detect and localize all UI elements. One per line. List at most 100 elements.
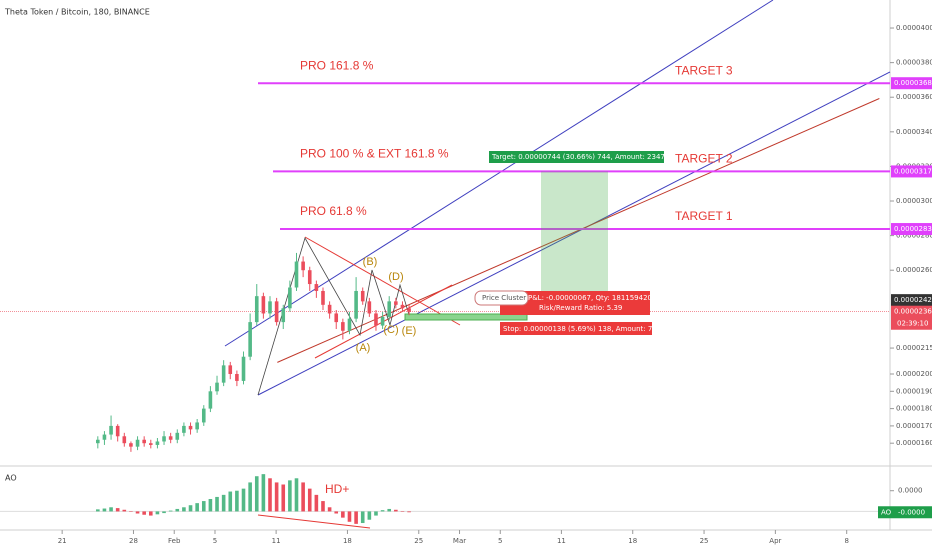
- ao-bar: [387, 508, 392, 512]
- ao-bar: [374, 511, 378, 516]
- ao-bar: [129, 511, 133, 512]
- ao-bar: [168, 510, 173, 512]
- candle-body: [394, 301, 398, 305]
- ao-bar: [155, 511, 160, 515]
- candle-body: [235, 374, 239, 381]
- candle-body: [195, 422, 199, 430]
- x-tick-label: 11: [272, 537, 281, 545]
- triangle-upper: [304, 236, 461, 326]
- ao-last-box: [878, 506, 932, 519]
- candle-body: [261, 296, 266, 314]
- candle-body: [307, 270, 312, 285]
- ao-last-label: -0.0000: [898, 508, 925, 516]
- pattern-label: (D): [388, 271, 403, 283]
- ao-bar: [115, 508, 120, 512]
- ao-bar: [327, 507, 332, 512]
- ao-bar: [321, 501, 325, 512]
- pattern-label: (E): [402, 325, 417, 337]
- ao-bar: [182, 507, 186, 512]
- candle-body: [274, 301, 279, 323]
- candle-body: [334, 313, 339, 323]
- divergence-label: HD+: [325, 482, 349, 496]
- ao-bar: [248, 482, 252, 512]
- ao-bar: [208, 499, 213, 512]
- ao-bar: [307, 488, 312, 512]
- candle-body: [321, 290, 325, 305]
- candle-body: [188, 425, 193, 430]
- candle-body: [288, 287, 292, 309]
- candle-body: [215, 382, 219, 392]
- ao-bar: [96, 509, 100, 512]
- ao-bar: [261, 474, 266, 512]
- level-target: TARGET 3: [675, 63, 733, 77]
- ao-bar: [162, 511, 166, 514]
- ao-bar: [347, 511, 352, 522]
- ao-last-name: AO: [881, 508, 892, 516]
- ao-bar: [268, 478, 272, 512]
- candle-body: [228, 365, 233, 375]
- candle-body: [400, 304, 405, 309]
- level-price-label: 0.00003171: [894, 167, 932, 175]
- y-tick-label: 0.00001600: [896, 439, 932, 447]
- x-tick-label: 28: [129, 537, 138, 545]
- candle-body: [182, 425, 186, 433]
- ao-bar: [235, 490, 239, 512]
- candle-body: [142, 439, 146, 444]
- target-label: Target: 0.00000744 (30.66%) 744, Amount:…: [491, 153, 676, 161]
- x-tick-label: 25: [414, 537, 423, 545]
- ao-bar: [221, 494, 226, 512]
- candle-body: [380, 316, 385, 326]
- ao-bar: [195, 503, 199, 512]
- ao-bar: [281, 484, 286, 512]
- pnl-label: P&L: -0.00000067, Qty: 181159420: [528, 294, 652, 302]
- candle-body: [268, 301, 272, 314]
- candle-body: [407, 308, 411, 312]
- ao-bar: [394, 509, 398, 512]
- x-tick-label: 11: [557, 537, 566, 545]
- stop-label: Stop: 0.00000138 (5.69%) 138, Amount: 75…: [503, 325, 661, 333]
- timer: 02:39:10: [897, 320, 928, 328]
- candle-body: [301, 261, 305, 271]
- candle-body: [327, 304, 332, 314]
- candle-body: [129, 443, 133, 447]
- ao-bar: [215, 496, 219, 512]
- ao-bar: [201, 501, 206, 512]
- stop-box: [500, 322, 652, 335]
- candle-body: [314, 284, 319, 291]
- candle-body: [208, 391, 213, 409]
- ao-bar: [148, 511, 153, 516]
- pattern-label: (C): [383, 324, 398, 336]
- ao-bar: [341, 511, 345, 518]
- x-tick-label: 25: [700, 537, 709, 545]
- candle-body: [360, 290, 365, 302]
- zigzag: [257, 236, 411, 396]
- last-price-box: [891, 305, 932, 330]
- ao-bar: [274, 482, 279, 512]
- profit-zone: [541, 171, 608, 301]
- candle-body: [175, 432, 180, 440]
- ao-bar: [102, 508, 107, 512]
- x-tick-label: 18: [343, 537, 352, 545]
- level-target: TARGET 2: [675, 152, 733, 166]
- entry-box: [891, 294, 932, 307]
- candle-body: [354, 290, 358, 319]
- x-tick-label: Feb: [168, 537, 181, 545]
- x-tick-label: 5: [213, 537, 217, 545]
- candle-body: [162, 436, 166, 442]
- candle-body: [122, 436, 127, 444]
- ao-bar: [135, 511, 140, 514]
- rr-label: Risk/Reward Ratio: 5.39: [539, 304, 622, 312]
- candle-body: [148, 443, 153, 445]
- ao-bar: [142, 511, 146, 515]
- candle-body: [254, 296, 259, 323]
- x-tick-label: 8: [844, 537, 848, 545]
